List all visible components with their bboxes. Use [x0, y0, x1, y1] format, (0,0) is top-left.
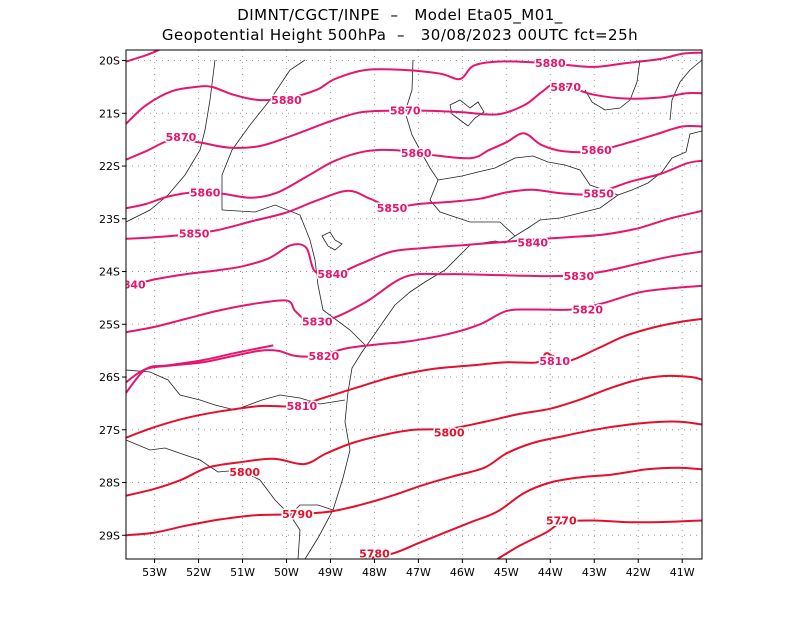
lon-tick-label: 49W: [318, 566, 343, 579]
contour-5770: [496, 519, 702, 559]
contour-label: 5860: [401, 147, 432, 160]
state-boundary: [126, 59, 216, 223]
contour-label: 5820: [309, 350, 340, 363]
lat-tick-label: 29S: [99, 529, 120, 542]
lon-tick-label: 46W: [450, 566, 475, 579]
lon-tick-label: 44W: [538, 566, 563, 579]
contour-label: 5860: [190, 186, 221, 199]
lon-tick-label: 47W: [406, 566, 431, 579]
lat-tick-label: 28S: [99, 477, 120, 490]
contour-lines: [126, 50, 702, 559]
state-boundary: [221, 204, 366, 346]
contour-label: 5800: [229, 466, 260, 479]
contour-5800: [126, 374, 702, 497]
lat-tick-label: 26S: [99, 371, 120, 384]
contour-5850: [126, 159, 702, 240]
lon-tick-label: 50W: [274, 566, 299, 579]
state-boundary: [126, 369, 346, 411]
contour-label: 5830: [302, 316, 333, 329]
contour-5810: [126, 344, 274, 394]
contour-label: 5850: [179, 228, 210, 241]
contour-5840: [126, 209, 702, 288]
lat-tick-label: 22S: [99, 160, 120, 173]
contour-label: 5840: [317, 268, 348, 281]
contour-5880: [126, 50, 160, 63]
contour-5820: [126, 284, 702, 384]
grid-lines: [126, 50, 702, 559]
contour-5880: [126, 51, 702, 125]
map-title: DIMNT/CGCT/INPE – Model Eta05_M01_: [237, 6, 563, 24]
contour-5790: [126, 420, 702, 537]
lake: [449, 99, 485, 127]
contour-label: 5810: [539, 355, 570, 368]
contour-5830: [126, 250, 702, 334]
contour-label: 5850: [583, 187, 614, 200]
contour-label: 5880: [535, 57, 566, 70]
contour-label: 5780: [359, 548, 390, 561]
state-boundary: [221, 59, 306, 210]
contour-label: 5840: [115, 279, 146, 292]
contour-label: 5810: [287, 400, 318, 413]
contour-label: 5770: [546, 514, 577, 527]
state-boundary: [584, 59, 641, 111]
lon-tick-label: 41W: [670, 566, 695, 579]
contour-label: 5880: [271, 94, 302, 107]
contour-label: 5870: [390, 105, 421, 118]
state-boundary: [437, 155, 619, 196]
coastline-boundaries: [126, 59, 702, 559]
state-boundary: [289, 504, 334, 516]
lake: [321, 231, 343, 251]
contour-5870: [126, 83, 702, 161]
contour-labels: 5880 5880 5870 5870 5870 5860 5860 5860 5850 5850…: [115, 56, 616, 561]
lat-tick-label: 25S: [99, 318, 120, 331]
axis-ticks: 20S 21S 22S 23S 24S 25S 26S 27S 28S 29S 53W 52W 51W 5…: [99, 55, 695, 579]
contour-label: 5830: [564, 270, 595, 283]
lon-tick-label: 52W: [186, 566, 211, 579]
state-boundary: [669, 59, 702, 121]
lon-tick-label: 42W: [626, 566, 651, 579]
lat-tick-label: 21S: [99, 107, 120, 120]
contour-label: 5840: [517, 237, 548, 250]
lon-tick-label: 45W: [494, 566, 519, 579]
lon-tick-label: 48W: [362, 566, 387, 579]
lat-tick-label: 24S: [99, 266, 120, 279]
contour-label: 5860: [581, 144, 612, 157]
plot-frame: [125, 49, 703, 560]
lat-tick-label: 20S: [99, 55, 120, 68]
contour-label: 5800: [434, 426, 465, 439]
contour-label: 5870: [166, 131, 197, 144]
lon-tick-label: 43W: [582, 566, 607, 579]
state-boundary: [126, 439, 301, 559]
map-subtitle: Geopotential Height 500hPa – 30/08/2023 …: [161, 26, 639, 44]
contour-5810: [126, 318, 702, 439]
contour-label: 5870: [550, 81, 581, 94]
state-boundary: [404, 59, 516, 237]
lat-tick-label: 23S: [99, 213, 120, 226]
contour-label: 5820: [572, 304, 603, 317]
contour-label: 5790: [282, 508, 313, 521]
contour-5860: [126, 124, 702, 210]
lon-tick-label: 53W: [142, 566, 167, 579]
contour-5780: [361, 466, 702, 559]
lat-tick-label: 27S: [99, 424, 120, 437]
contour-label: 5850: [377, 202, 408, 215]
lon-tick-label: 51W: [230, 566, 255, 579]
